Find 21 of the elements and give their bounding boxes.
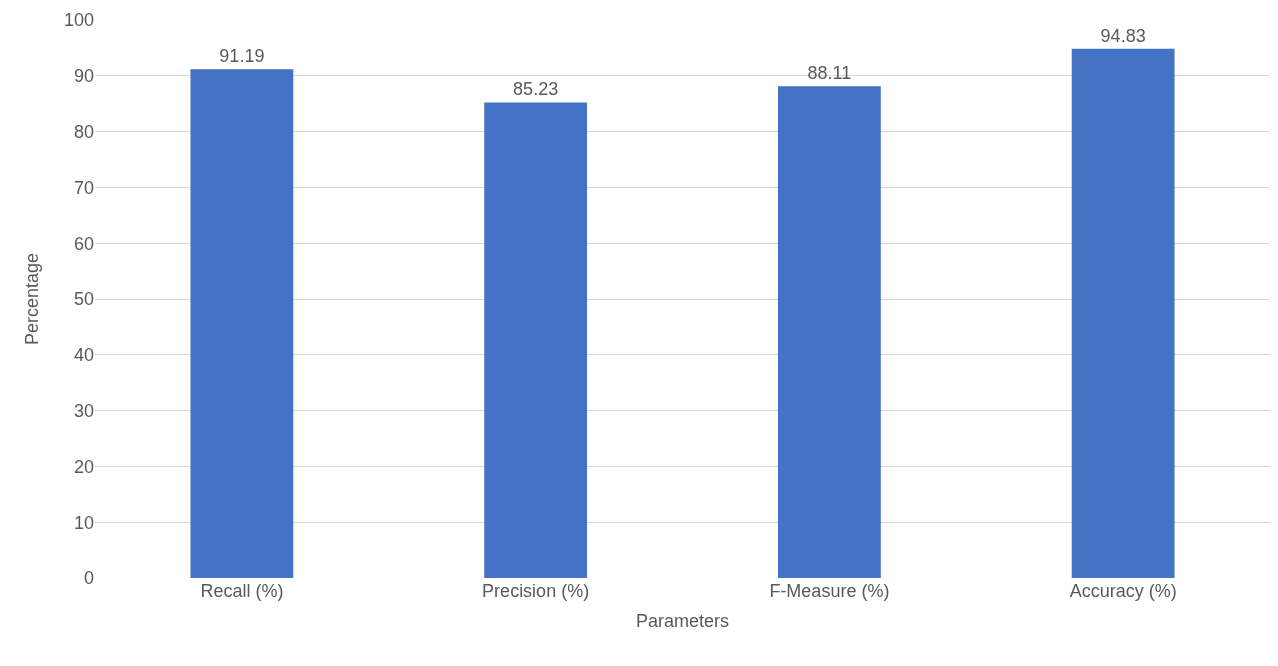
x-tick-label: Recall (%) — [200, 581, 284, 601]
x-axis-title: Parameters — [635, 611, 730, 632]
y-tick-label: 40 — [73, 345, 94, 366]
y-tick-label: 100 — [63, 10, 94, 31]
y-tick-label: 90 — [73, 66, 94, 87]
y-tick-label: 60 — [73, 233, 94, 254]
y-tick-label: 10 — [73, 512, 94, 533]
data-label: 91.19 — [219, 46, 265, 67]
y-tick-label: 0 — [83, 568, 94, 589]
y-tick-label: 80 — [73, 121, 94, 142]
x-tick-label: Accuracy (%) — [1069, 581, 1177, 601]
data-label: 94.83 — [1100, 25, 1146, 46]
x-tick-label: F-Measure (%) — [769, 581, 890, 601]
y-tick-label: 20 — [73, 456, 94, 477]
data-label: 88.11 — [807, 63, 852, 84]
data-label: 85.23 — [513, 79, 559, 100]
y-tick-label: 50 — [73, 289, 94, 310]
y-axis-title: Percentage — [22, 252, 43, 346]
x-tick-label: Precision (%) — [482, 581, 590, 601]
y-tick-label: 30 — [73, 400, 94, 421]
y-tick-label: 70 — [73, 177, 94, 198]
